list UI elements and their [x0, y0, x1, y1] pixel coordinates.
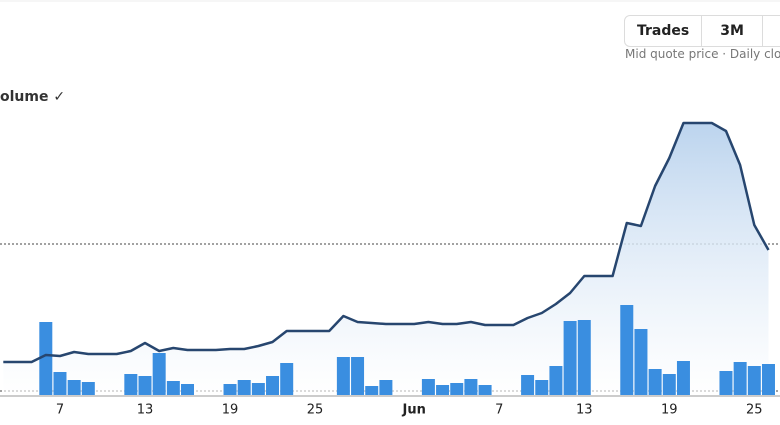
volume-bar [421, 379, 435, 395]
x-tick-label: 25 [307, 403, 324, 418]
legend-item[interactable]: olume ✓ [0, 89, 65, 105]
x-tick-label: 25 [746, 403, 763, 418]
button[interactable]: 6M [763, 16, 780, 46]
price-line [3, 121, 770, 364]
volume-bar [81, 382, 95, 395]
volume-bar [223, 384, 237, 395]
volume-bar [563, 321, 577, 395]
price-note: Mid quote price · Daily close [625, 47, 780, 61]
range-buttons: Trades 3M 6M [624, 15, 780, 47]
volume-bar [266, 376, 280, 395]
volume-bar [521, 375, 535, 395]
volume-bar [39, 322, 53, 395]
volume-bar [166, 381, 180, 395]
volume-bar [747, 366, 761, 395]
x-tick-label: 19 [661, 403, 678, 418]
volume-bar [67, 380, 81, 395]
volume-bar [620, 305, 634, 395]
volume-bar [634, 329, 648, 395]
volume-bar [719, 371, 733, 395]
volume-bar [124, 374, 138, 395]
volume-bar [450, 383, 464, 395]
button[interactable]: Trades [625, 16, 703, 46]
volume-bar [535, 380, 549, 395]
volume-bar [549, 366, 563, 395]
legend-label: olume [0, 89, 49, 105]
marks [3, 121, 775, 395]
volume-bar [648, 369, 662, 395]
volume-bar [181, 384, 195, 395]
price-area [3, 123, 769, 395]
x-tick-label: 13 [137, 403, 154, 418]
volume-bar [761, 364, 775, 395]
x-tick-label: 19 [222, 403, 239, 418]
volume-bar [138, 376, 152, 395]
check-icon: ✓ [53, 89, 66, 105]
button[interactable]: 3M [702, 16, 763, 46]
volume-bar [152, 353, 166, 395]
volume-bar [577, 320, 591, 395]
volume-bar [351, 357, 365, 395]
volume-bar [237, 380, 251, 395]
volume-bar [478, 385, 492, 395]
volume-bar [733, 362, 747, 395]
volume-bar [336, 357, 350, 395]
volume-bar [379, 380, 393, 395]
x-tick-label: 7 [495, 403, 503, 418]
volume-bar [53, 372, 67, 395]
volume-bar [662, 374, 676, 395]
x-ticks: 7 13 19 25 Jun 7 13 19 25 [56, 403, 763, 418]
x-tick-label: Jun [402, 403, 426, 418]
x-tick-label: 13 [576, 403, 593, 418]
volume-bar [365, 386, 379, 395]
volume-bar [251, 383, 265, 395]
x-tick-label: 7 [56, 403, 64, 418]
volume-bar [464, 379, 478, 395]
volume-bar [436, 385, 450, 395]
volume-bar [280, 363, 294, 395]
volume-bar [676, 361, 690, 395]
